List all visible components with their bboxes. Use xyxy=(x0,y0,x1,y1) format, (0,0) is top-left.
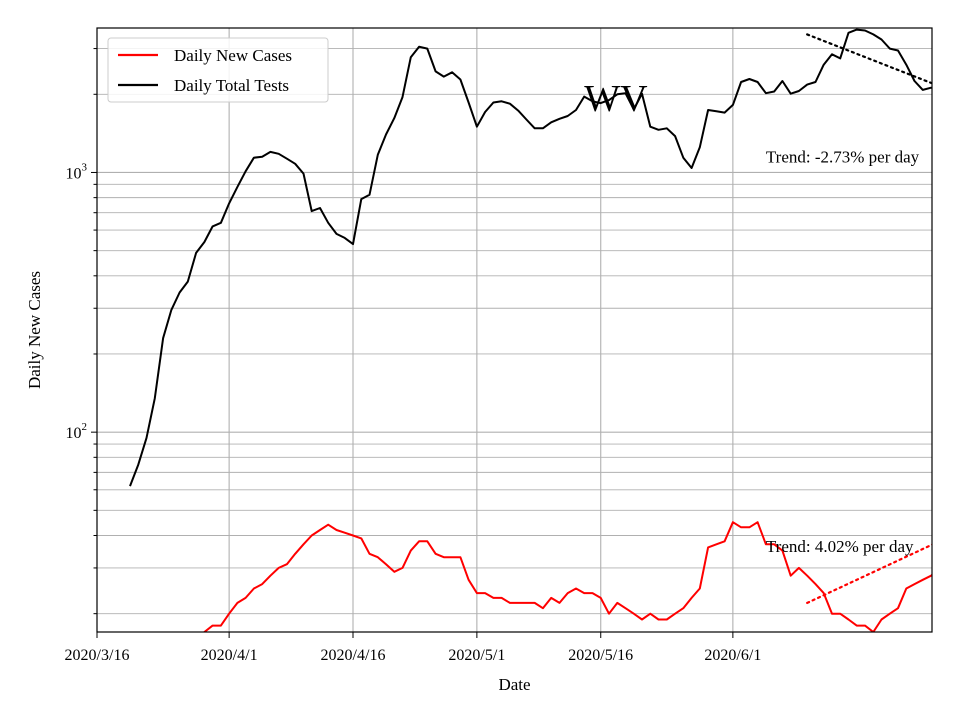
plot-frame xyxy=(96,27,933,633)
x-axis-label: Date xyxy=(498,675,530,694)
legend: Daily New Cases Daily Total Tests xyxy=(107,37,329,103)
y-tick-exponent: 3 xyxy=(82,161,88,173)
x-tick-label: 2020/3/16 xyxy=(65,647,130,664)
y-tick-base: 10 xyxy=(66,425,82,442)
series-line-0 xyxy=(202,521,932,632)
y-tick-exponent: 2 xyxy=(82,421,88,433)
annotations: Trend: -2.73% per day Trend: 4.02% per da… xyxy=(584,78,919,556)
legend-label: Daily New Cases xyxy=(174,46,292,65)
legend-label: Daily Total Tests xyxy=(174,76,289,95)
trend-lines xyxy=(806,33,932,605)
x-tick-label: 2020/5/16 xyxy=(568,647,633,664)
y-tick-label: 103 xyxy=(66,161,88,182)
watermark-text: WV xyxy=(584,78,648,120)
trend-annotation: Trend: 4.02% per day xyxy=(766,537,914,556)
data-series xyxy=(129,28,932,632)
trend-annotation: Trend: -2.73% per day xyxy=(766,148,920,167)
x-tick-label: 2020/5/1 xyxy=(448,647,505,664)
trend-line xyxy=(806,33,932,85)
trend-line xyxy=(806,543,932,605)
x-tick-label: 2020/4/16 xyxy=(321,647,386,664)
legend-box xyxy=(107,37,329,103)
x-tick-label: 2020/6/1 xyxy=(704,647,761,664)
y-axis-label: Daily New Cases xyxy=(25,271,44,389)
y-tick-base: 10 xyxy=(66,165,82,182)
x-tick-label: 2020/4/1 xyxy=(201,647,258,664)
grid-lines xyxy=(97,28,932,632)
y-tick-label: 102 xyxy=(66,421,88,442)
series-line-1 xyxy=(129,28,932,487)
